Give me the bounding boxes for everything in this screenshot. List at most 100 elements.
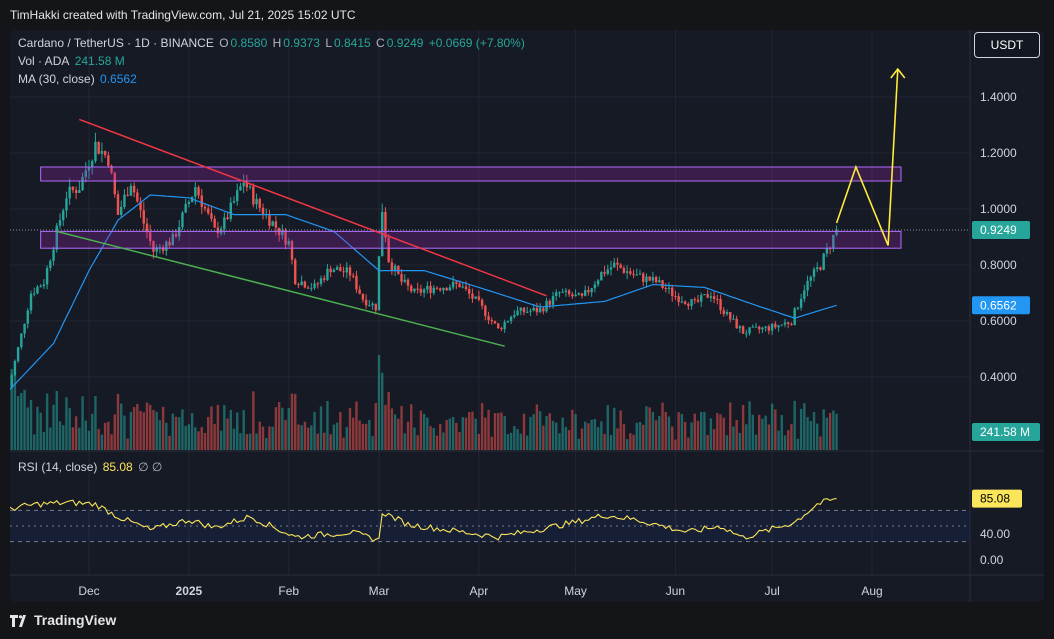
volume-bar — [442, 432, 445, 450]
volume-bar — [261, 426, 265, 450]
volume-bar — [126, 438, 129, 450]
candle-body — [284, 230, 287, 245]
volume-bar — [306, 427, 310, 450]
volume-bar — [10, 369, 13, 450]
candle-body — [68, 186, 71, 199]
volume-bar — [103, 422, 107, 450]
candle-body — [509, 316, 513, 322]
volume-bar — [796, 438, 800, 450]
candle-body — [371, 303, 374, 306]
rsi-badge-bg — [972, 489, 1022, 508]
volume-bar — [384, 404, 387, 450]
volume-bar — [348, 408, 352, 450]
tradingview-brand[interactable]: TradingView — [10, 612, 116, 628]
candle-body — [113, 172, 116, 195]
price-tick-label: 0.8000 — [980, 258, 1017, 272]
volume-bar — [91, 413, 94, 450]
candle-body — [783, 322, 787, 325]
volume-bar — [136, 403, 139, 450]
ma-label[interactable]: MA (30, close) — [18, 72, 95, 86]
candle-body — [103, 150, 107, 156]
candle-body — [20, 333, 23, 348]
volume-bar — [596, 427, 600, 450]
volume-legend: Vol · ADA 241.58 M — [18, 54, 127, 68]
candle-body — [129, 185, 133, 196]
candle-body — [793, 308, 796, 326]
volume-bar — [561, 417, 564, 450]
volume-bar — [62, 425, 65, 450]
volume-label[interactable]: Vol · ADA — [18, 54, 70, 68]
candle-body — [606, 269, 609, 274]
volume-bar — [638, 421, 642, 450]
chart-canvas[interactable]: 0.4000 0.6000 0.8000 1.0000 1.2000 1.4000 Dec 2… — [10, 30, 1044, 602]
candle-body — [62, 210, 65, 221]
volume-bar — [213, 424, 216, 450]
candle-body — [754, 326, 758, 328]
candle-body — [484, 305, 487, 317]
volume-bar — [500, 412, 503, 450]
volume-bar — [803, 403, 806, 450]
candle-body — [49, 260, 52, 269]
candle-body — [352, 275, 355, 277]
candle-body — [161, 247, 165, 251]
candle-body — [638, 273, 642, 275]
volume-bar — [642, 424, 645, 450]
low-value: 0.8415 — [334, 36, 371, 50]
symbol-legend: Cardano / TetherUS · 1D · BINANCE O 0.858… — [18, 36, 527, 50]
volume-bar — [29, 399, 33, 450]
chart-panel[interactable]: 0.4000 0.6000 0.8000 1.0000 1.2000 1.4000 Dec 2… — [10, 30, 1044, 602]
candle-body — [777, 325, 780, 328]
candle-body — [245, 182, 249, 188]
candle-body — [513, 315, 516, 317]
candle-body — [71, 186, 75, 190]
symbol-title[interactable]: Cardano / TetherUS · 1D · BINANCE — [18, 36, 214, 50]
volume-bar — [49, 427, 52, 450]
candle-body — [345, 267, 348, 273]
volume-bar — [484, 417, 487, 450]
rsi-tick-label: 0.00 — [980, 553, 1004, 567]
candle-body — [239, 186, 242, 191]
volume-bar — [142, 412, 145, 450]
volume-bar — [706, 434, 709, 450]
candle-body — [474, 296, 477, 299]
descending-resistance-line — [79, 118, 547, 297]
volume-bar — [790, 424, 793, 450]
volume-bar — [709, 418, 713, 450]
ma-value: 0.6562 — [100, 72, 137, 86]
candle-body — [822, 253, 825, 270]
candle-body — [142, 210, 145, 224]
volume-bar — [387, 391, 390, 450]
candle-body — [448, 287, 452, 291]
volume-bar — [152, 409, 155, 450]
candle-body — [232, 201, 236, 203]
volume-bar — [303, 421, 307, 450]
candle-body — [751, 326, 754, 328]
candle-body — [567, 290, 571, 295]
volume-bar — [622, 424, 626, 450]
candle-body — [471, 293, 474, 299]
candle-body — [194, 187, 197, 197]
volume-bar — [590, 419, 593, 450]
candle-body — [593, 284, 597, 289]
volume-bar — [58, 421, 62, 450]
candle-body — [403, 279, 406, 282]
volume-badge-text: 241.58 M — [980, 425, 1030, 439]
volume-bar — [741, 404, 745, 450]
volume-bar — [410, 404, 413, 450]
candle-body — [355, 275, 358, 290]
volume-bar — [55, 391, 58, 450]
volume-bar — [190, 413, 194, 450]
candles-group — [10, 132, 838, 389]
volume-bar — [435, 435, 439, 450]
high-label: H — [272, 36, 282, 50]
volume-bar — [780, 415, 783, 450]
currency-button[interactable]: USDT — [974, 32, 1040, 58]
volume-bar — [735, 419, 738, 450]
candle-body — [735, 318, 738, 329]
candle-body — [758, 326, 761, 330]
volume-bar — [400, 405, 403, 450]
volume-bar — [664, 412, 667, 450]
candle-body — [671, 287, 674, 297]
rsi-label[interactable]: RSI (14, close) — [18, 460, 98, 474]
candle-body — [687, 304, 690, 306]
